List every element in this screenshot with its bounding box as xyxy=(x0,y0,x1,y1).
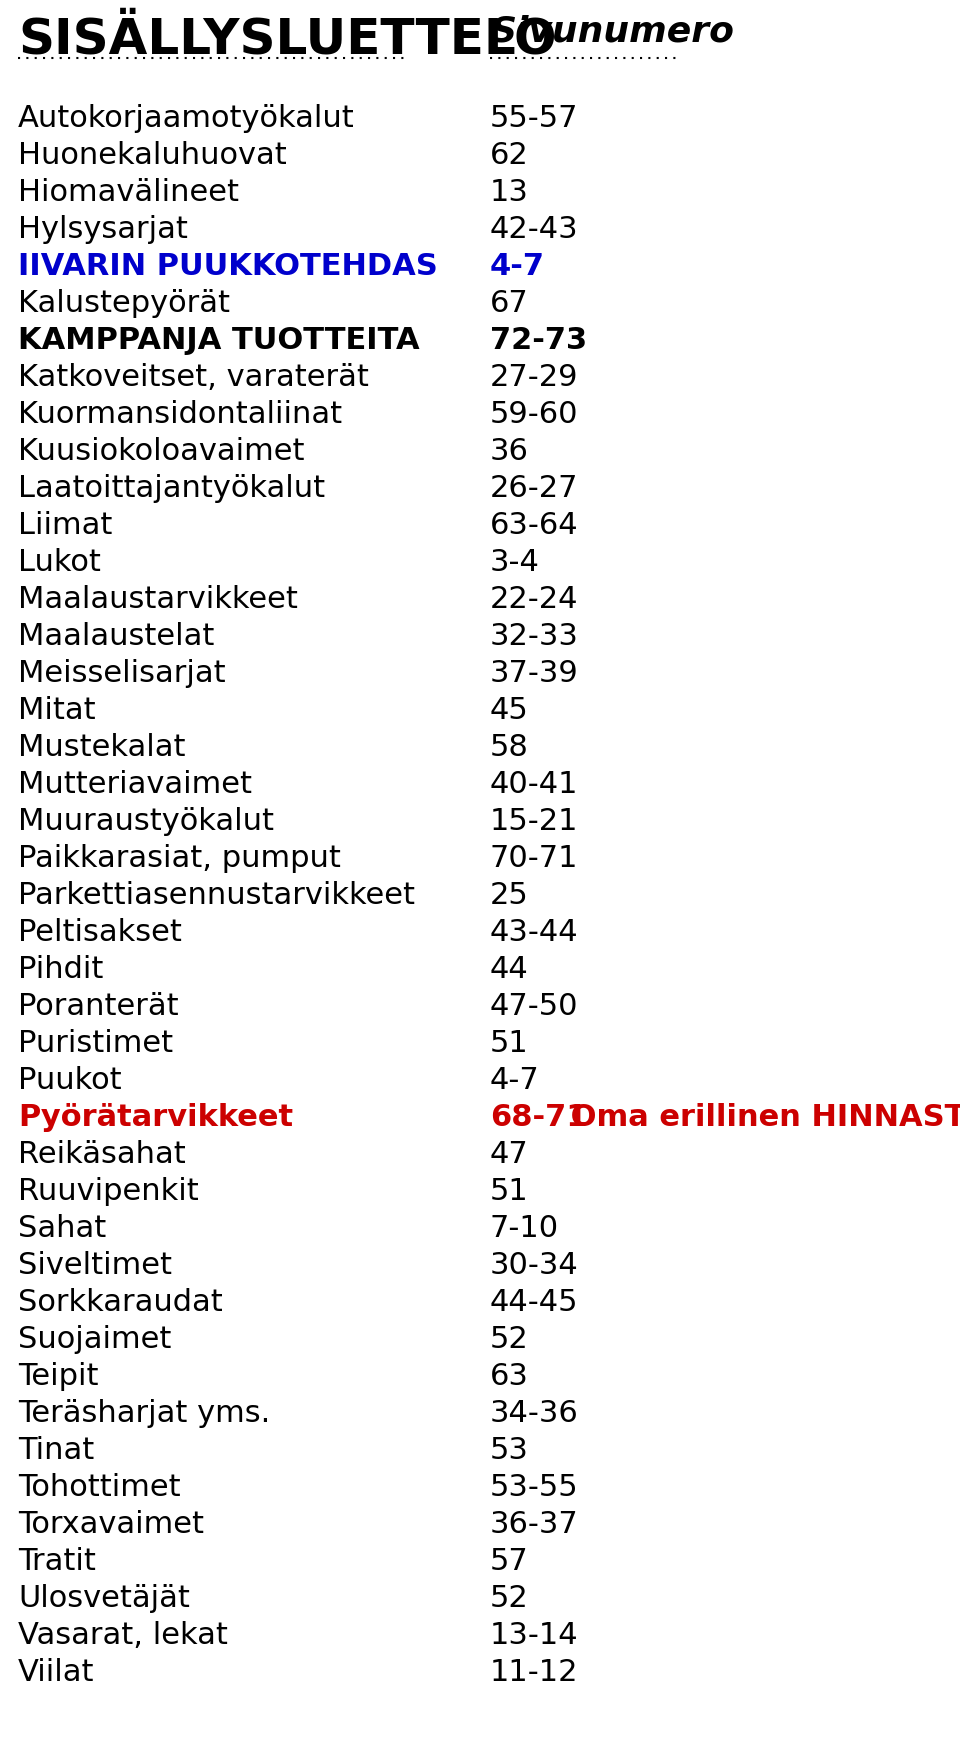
Text: Sorkkaraudat: Sorkkaraudat xyxy=(18,1288,223,1317)
Text: 11-12: 11-12 xyxy=(490,1658,579,1688)
Text: 32-33: 32-33 xyxy=(490,622,579,652)
Text: Sivunumero: Sivunumero xyxy=(490,16,734,49)
Text: 47: 47 xyxy=(490,1140,529,1170)
Text: 53-55: 53-55 xyxy=(490,1474,579,1502)
Text: 52: 52 xyxy=(490,1324,529,1354)
Text: Puukot: Puukot xyxy=(18,1065,122,1095)
Text: Tohottimet: Tohottimet xyxy=(18,1474,180,1502)
Text: 43-44: 43-44 xyxy=(490,918,579,947)
Text: Hiomavälineet: Hiomavälineet xyxy=(18,177,239,207)
Text: Mitat: Mitat xyxy=(18,695,96,725)
Text: Kuusiokoloavaimet: Kuusiokoloavaimet xyxy=(18,436,304,466)
Text: 63: 63 xyxy=(490,1363,529,1390)
Text: Teipit: Teipit xyxy=(18,1363,99,1390)
Text: Maalaustarvikkeet: Maalaustarvikkeet xyxy=(18,586,298,614)
Text: 3-4: 3-4 xyxy=(490,547,540,577)
Text: Maalaustelat: Maalaustelat xyxy=(18,622,214,652)
Text: Pihdit: Pihdit xyxy=(18,954,104,984)
Text: 37-39: 37-39 xyxy=(490,659,579,688)
Text: Muuraustyökalut: Muuraustyökalut xyxy=(18,806,274,836)
Text: Tratit: Tratit xyxy=(18,1547,96,1576)
Text: Suojaimet: Suojaimet xyxy=(18,1324,172,1354)
Text: Ruuvipenkit: Ruuvipenkit xyxy=(18,1177,199,1206)
Text: 7-10: 7-10 xyxy=(490,1215,559,1243)
Text: Huonekaluhuovat: Huonekaluhuovat xyxy=(18,141,287,170)
Text: 13: 13 xyxy=(490,177,529,207)
Text: Teräsharjat yms.: Teräsharjat yms. xyxy=(18,1399,271,1429)
Text: Peltisakset: Peltisakset xyxy=(18,918,181,947)
Text: Reikäsahat: Reikäsahat xyxy=(18,1140,185,1170)
Text: Viilat: Viilat xyxy=(18,1658,94,1688)
Text: Meisselisarjat: Meisselisarjat xyxy=(18,659,226,688)
Text: Mustekalat: Mustekalat xyxy=(18,733,185,761)
Text: Poranterät: Poranterät xyxy=(18,992,179,1020)
Text: 53: 53 xyxy=(490,1436,529,1465)
Text: Vasarat, lekat: Vasarat, lekat xyxy=(18,1622,228,1649)
Text: 51: 51 xyxy=(490,1029,529,1058)
Text: Torxavaimet: Torxavaimet xyxy=(18,1510,204,1540)
Text: 36-37: 36-37 xyxy=(490,1510,579,1540)
Text: KAMPPANJA TUOTTEITA: KAMPPANJA TUOTTEITA xyxy=(18,327,420,355)
Text: 44-45: 44-45 xyxy=(490,1288,579,1317)
Text: 40-41: 40-41 xyxy=(490,770,579,799)
Text: 57: 57 xyxy=(490,1547,529,1576)
Text: Kalustepyörät: Kalustepyörät xyxy=(18,289,230,318)
Text: IIVARIN PUUKKOTEHDAS: IIVARIN PUUKKOTEHDAS xyxy=(18,252,438,282)
Text: Katkoveitset, varaterät: Katkoveitset, varaterät xyxy=(18,363,369,393)
Text: 47-50: 47-50 xyxy=(490,992,579,1020)
Text: 51: 51 xyxy=(490,1177,529,1206)
Text: Paikkarasiat, pumput: Paikkarasiat, pumput xyxy=(18,845,341,872)
Text: 15-21: 15-21 xyxy=(490,806,579,836)
Text: 4-7: 4-7 xyxy=(490,252,545,282)
Text: Puristimet: Puristimet xyxy=(18,1029,173,1058)
Text: 67: 67 xyxy=(490,289,529,318)
Text: Mutteriavaimet: Mutteriavaimet xyxy=(18,770,252,799)
Text: Kuormansidontaliinat: Kuormansidontaliinat xyxy=(18,400,342,429)
Text: 27-29: 27-29 xyxy=(490,363,579,393)
Text: 59-60: 59-60 xyxy=(490,400,579,429)
Text: Autokorjaamotyökalut: Autokorjaamotyökalut xyxy=(18,104,355,134)
Text: Ulosvetäjät: Ulosvetäjät xyxy=(18,1583,190,1613)
Text: Pyörätarvikkeet: Pyörätarvikkeet xyxy=(18,1104,293,1131)
Text: 36: 36 xyxy=(490,436,529,466)
Text: 52: 52 xyxy=(490,1583,529,1613)
Text: Liimat: Liimat xyxy=(18,511,112,541)
Text: Siveltimet: Siveltimet xyxy=(18,1251,172,1279)
Text: Lukot: Lukot xyxy=(18,547,101,577)
Text: Oma erillinen HINNASTO: Oma erillinen HINNASTO xyxy=(560,1104,960,1131)
Text: 42-43: 42-43 xyxy=(490,216,579,243)
Text: 13-14: 13-14 xyxy=(490,1622,579,1649)
Text: 25: 25 xyxy=(490,881,529,911)
Text: 30-34: 30-34 xyxy=(490,1251,579,1279)
Text: Parkettiasennustarvikkeet: Parkettiasennustarvikkeet xyxy=(18,881,415,911)
Text: 26-27: 26-27 xyxy=(490,474,579,502)
Text: Tinat: Tinat xyxy=(18,1436,94,1465)
Text: 63-64: 63-64 xyxy=(490,511,579,541)
Text: 45: 45 xyxy=(490,695,529,725)
Text: 22-24: 22-24 xyxy=(490,586,579,614)
Text: 55-57: 55-57 xyxy=(490,104,579,134)
Text: SISÄLLYSLUETTELO: SISÄLLYSLUETTELO xyxy=(18,16,557,63)
Text: 62: 62 xyxy=(490,141,529,170)
Text: Laatoittajantyökalut: Laatoittajantyökalut xyxy=(18,474,325,502)
Text: Hylsysarjat: Hylsysarjat xyxy=(18,216,188,243)
Text: 70-71: 70-71 xyxy=(490,845,579,872)
Text: Sahat: Sahat xyxy=(18,1215,107,1243)
Text: 4-7: 4-7 xyxy=(490,1065,540,1095)
Text: 68-71: 68-71 xyxy=(490,1104,588,1131)
Text: 72-73: 72-73 xyxy=(490,327,588,355)
Text: 58: 58 xyxy=(490,733,529,761)
Text: 34-36: 34-36 xyxy=(490,1399,579,1429)
Text: 44: 44 xyxy=(490,954,529,984)
